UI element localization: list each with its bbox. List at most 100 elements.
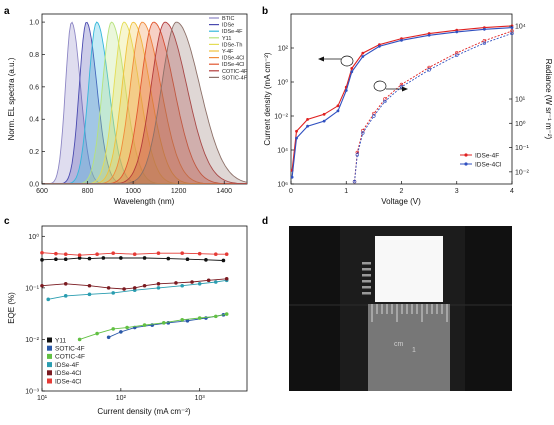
panel-c-point <box>213 280 218 284</box>
panel-c-xtick-label: 10² <box>116 395 127 402</box>
panel-a-ticks: 600 800 1000 1200 1400 0.0 0.2 0.4 0.6 0.8 1.0 <box>29 20 232 195</box>
panel-c-frame <box>41 225 248 392</box>
photo-emission-pixel <box>375 236 443 302</box>
panel-b-radiance-point <box>383 99 387 104</box>
panel-c-point <box>87 256 92 261</box>
photo-contact-pins <box>362 262 371 295</box>
panel-c-point <box>190 280 194 284</box>
panel-b-y2tick-label: 10⁻² <box>515 169 529 176</box>
panel-c-point <box>224 276 229 281</box>
panel-b-radiance-point <box>510 29 514 33</box>
panel-a-ytick-label: 0.4 <box>29 117 39 124</box>
panel-c-legend-swatch <box>47 337 52 343</box>
panel-a-legend-label: IDSe-Th <box>222 42 242 48</box>
panel-b-current-point <box>350 70 354 74</box>
photo-ruler-text: cm <box>394 341 404 348</box>
panel-c-point <box>224 252 229 256</box>
photo-pin <box>362 268 371 271</box>
panel-b-xtick-label: 0 <box>289 188 293 195</box>
panel-b-xlabel: Voltage (V) <box>381 197 421 206</box>
panel-b-current-point <box>427 33 431 37</box>
panel-b-radiance-point <box>372 111 376 116</box>
panel-b-current-point <box>290 175 294 179</box>
panel-b-radiance-point <box>455 51 459 55</box>
panel-a-xtick-label: 1400 <box>216 188 232 195</box>
photo-pin <box>362 280 371 283</box>
panel-c-point <box>63 257 68 261</box>
panel-c-point <box>111 327 116 331</box>
panel-b-y2tick-label: 10⁻¹ <box>515 145 529 152</box>
panel-a-frame <box>41 13 248 185</box>
panel-c-point <box>156 286 161 290</box>
panel-b-radiance-point <box>383 97 387 101</box>
panel-b-current-point <box>322 112 326 116</box>
panel-c-legend-label: IDSe-4Cl <box>55 370 82 377</box>
panel-b-radiance-point <box>482 39 487 43</box>
panel-a-legend-label: IDSe <box>222 23 234 29</box>
panel-b-radiance-point <box>510 31 514 36</box>
photo-pin <box>362 286 371 289</box>
panel-a-chart: 600 800 1000 1200 1400 0.0 0.2 0.4 0.6 0.8 1.0 BTI… <box>7 13 248 206</box>
panel-c-point <box>142 283 147 288</box>
panel-b-radiance-point <box>399 82 404 87</box>
panel-b-current-point <box>350 67 354 70</box>
panel-a-legend: BTICIDSeIDSe-4FY11IDSe-ThY-4FIDSe-4ClIDS… <box>209 16 248 81</box>
panel-c-ytick-label: 10⁻³ <box>25 389 39 396</box>
panel-c-point <box>40 258 44 262</box>
panel-b-current-point <box>336 104 340 108</box>
panel-b-radiance-point <box>455 53 459 57</box>
panel-c-legend-label: IDSe-4Cl <box>55 378 82 385</box>
panel-b-xtick-label: 2 <box>400 188 404 195</box>
panel-c-ylabel: EQE (%) <box>7 292 16 324</box>
panel-c-point <box>180 318 185 322</box>
panel-c-point <box>166 256 171 261</box>
panel-c-point <box>204 258 208 262</box>
panel-c-ticks: 10¹ 10² 10³ 10⁻³ 10⁻² 10⁻¹ 10⁰ <box>25 233 205 402</box>
panel-a-area-4 <box>42 22 247 184</box>
panel-c-point <box>111 291 116 295</box>
panel-a-xtick-label: 1000 <box>125 188 141 195</box>
panel-b-legend-marker <box>464 162 468 166</box>
panel-c-point <box>87 292 92 297</box>
panel-b-ytick-label: 10⁻² <box>274 114 288 121</box>
panel-b-current-point <box>378 44 381 48</box>
panel-a-ytick-label: 0.6 <box>29 84 39 91</box>
panel-b-ytick-label: 10⁰ <box>277 79 288 87</box>
panel-a-area-2 <box>42 22 247 184</box>
panel-c-point <box>122 287 126 291</box>
panel-c-legend-label: SOTIC-4F <box>55 346 85 353</box>
panel-c-point <box>119 330 123 334</box>
panel-c-point <box>142 323 147 327</box>
panel-c-point <box>161 321 166 325</box>
panel-c-point <box>40 250 44 255</box>
panel-a-legend-label: IDSe-4Cl <box>222 56 244 62</box>
panel-a-xtick-label: 800 <box>82 188 94 195</box>
panel-a-xtick-label: 1200 <box>171 188 187 195</box>
panel-c-point <box>213 252 218 256</box>
panel-c-point <box>54 257 58 261</box>
panel-c-point <box>197 281 202 286</box>
panel-b-current-point <box>482 27 486 31</box>
panel-b-legend: IDSe-4F IDSe-4Cl <box>460 152 502 168</box>
panel-label-b: b <box>262 6 268 17</box>
panel-c-point <box>106 335 111 340</box>
panel-c-point <box>132 286 137 290</box>
panel-c-point <box>204 316 208 320</box>
panel-a-ytick-label: 0.2 <box>29 149 39 156</box>
panel-a-ylabel: Norm. EL spectra (a.u.) <box>7 57 16 140</box>
panel-b-xtick-label: 4 <box>510 188 514 195</box>
panel-label-c: c <box>4 216 10 227</box>
panel-b-radiance-point <box>399 85 404 89</box>
panel-c-point <box>142 256 147 260</box>
panel-c-point <box>63 252 68 256</box>
panel-c-point <box>40 283 44 288</box>
panel-b-ytick-label: 10⁴ <box>277 148 288 155</box>
panel-c-point <box>101 256 106 260</box>
panel-c-point <box>156 281 161 286</box>
panel-b-radiance-point <box>427 65 431 70</box>
panel-b-current-line-1 <box>291 27 513 178</box>
panel-b-radiance-point <box>482 41 487 45</box>
panel-c-legend-swatch <box>47 370 52 376</box>
panel-b-legend-label: IDSe-4Cl <box>475 161 502 168</box>
panel-c-point <box>125 325 129 330</box>
